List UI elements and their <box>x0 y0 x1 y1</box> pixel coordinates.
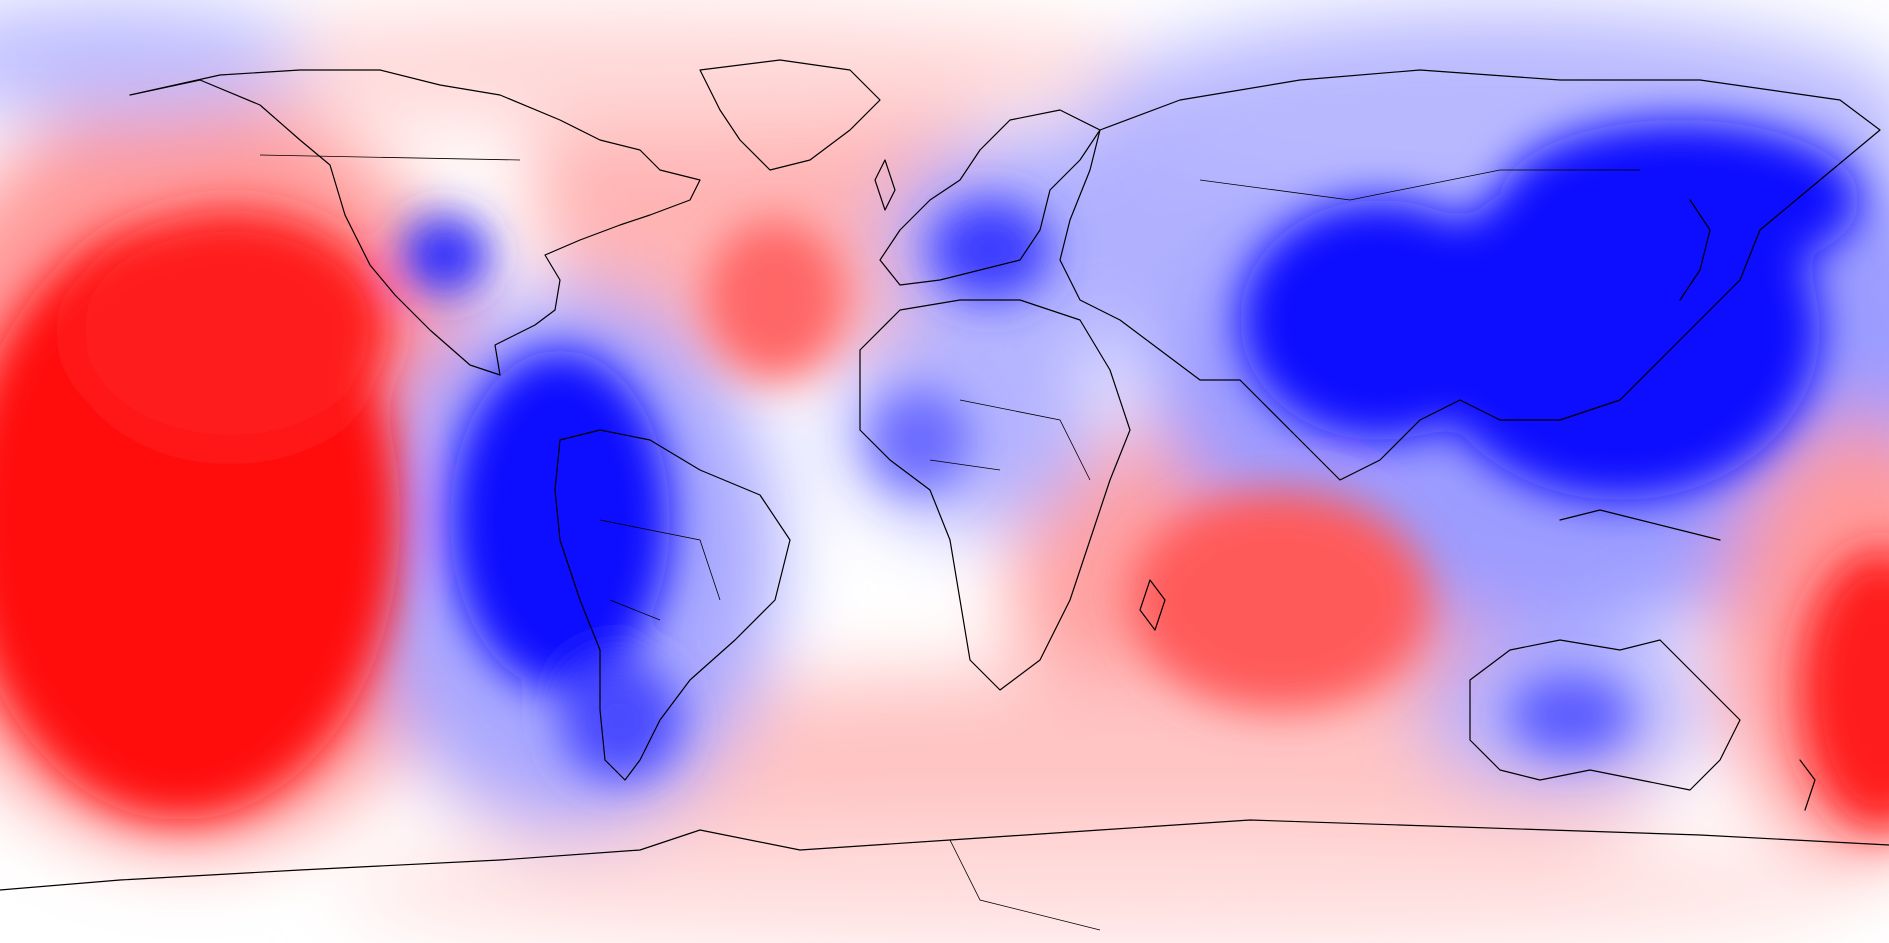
south-america-negative-core <box>450 350 670 690</box>
coast-madagascar <box>1139 579 1166 631</box>
coast-greenland <box>699 59 881 171</box>
indian-ocean-positive-core <box>1130 490 1430 710</box>
coast-south-america <box>554 429 791 781</box>
coastlines <box>0 59 1889 931</box>
coast-asia <box>1059 69 1881 481</box>
border-usa-canada <box>259 154 521 161</box>
coast-australia <box>1469 639 1741 791</box>
field-cores <box>0 120 1889 830</box>
coast-indonesia <box>1559 509 1721 541</box>
east-pacific-positive-core <box>1800 550 1889 830</box>
asia-negative-core-north <box>1500 120 1860 280</box>
coast-japan <box>1679 199 1711 301</box>
north-atlantic-positive-core <box>705 220 845 380</box>
europe-negative-core <box>930 200 1050 300</box>
border-antarctic-shelf <box>949 839 1101 931</box>
north-pacific-negative-halo <box>0 0 310 120</box>
patagonia-negative-core <box>560 660 680 780</box>
border-africa-interior <box>929 399 1091 481</box>
coast-uk <box>874 159 896 211</box>
coast-europe <box>879 109 1101 286</box>
west-africa-negative-core <box>870 390 970 490</box>
border-south-america-interior <box>599 519 721 621</box>
coast-new-zealand <box>1799 759 1816 811</box>
coast-north-america <box>129 69 701 376</box>
pacific-positive-core-north <box>70 210 390 450</box>
australia-negative-core <box>1510 675 1630 755</box>
north-america-negative-core <box>400 215 490 295</box>
border-asia-interior <box>1199 169 1640 201</box>
coast-africa <box>859 299 1131 691</box>
antarctic-positive-halo <box>340 830 1860 943</box>
coast-antarctica <box>0 819 1889 891</box>
arctic-positive-halo <box>120 10 1160 130</box>
